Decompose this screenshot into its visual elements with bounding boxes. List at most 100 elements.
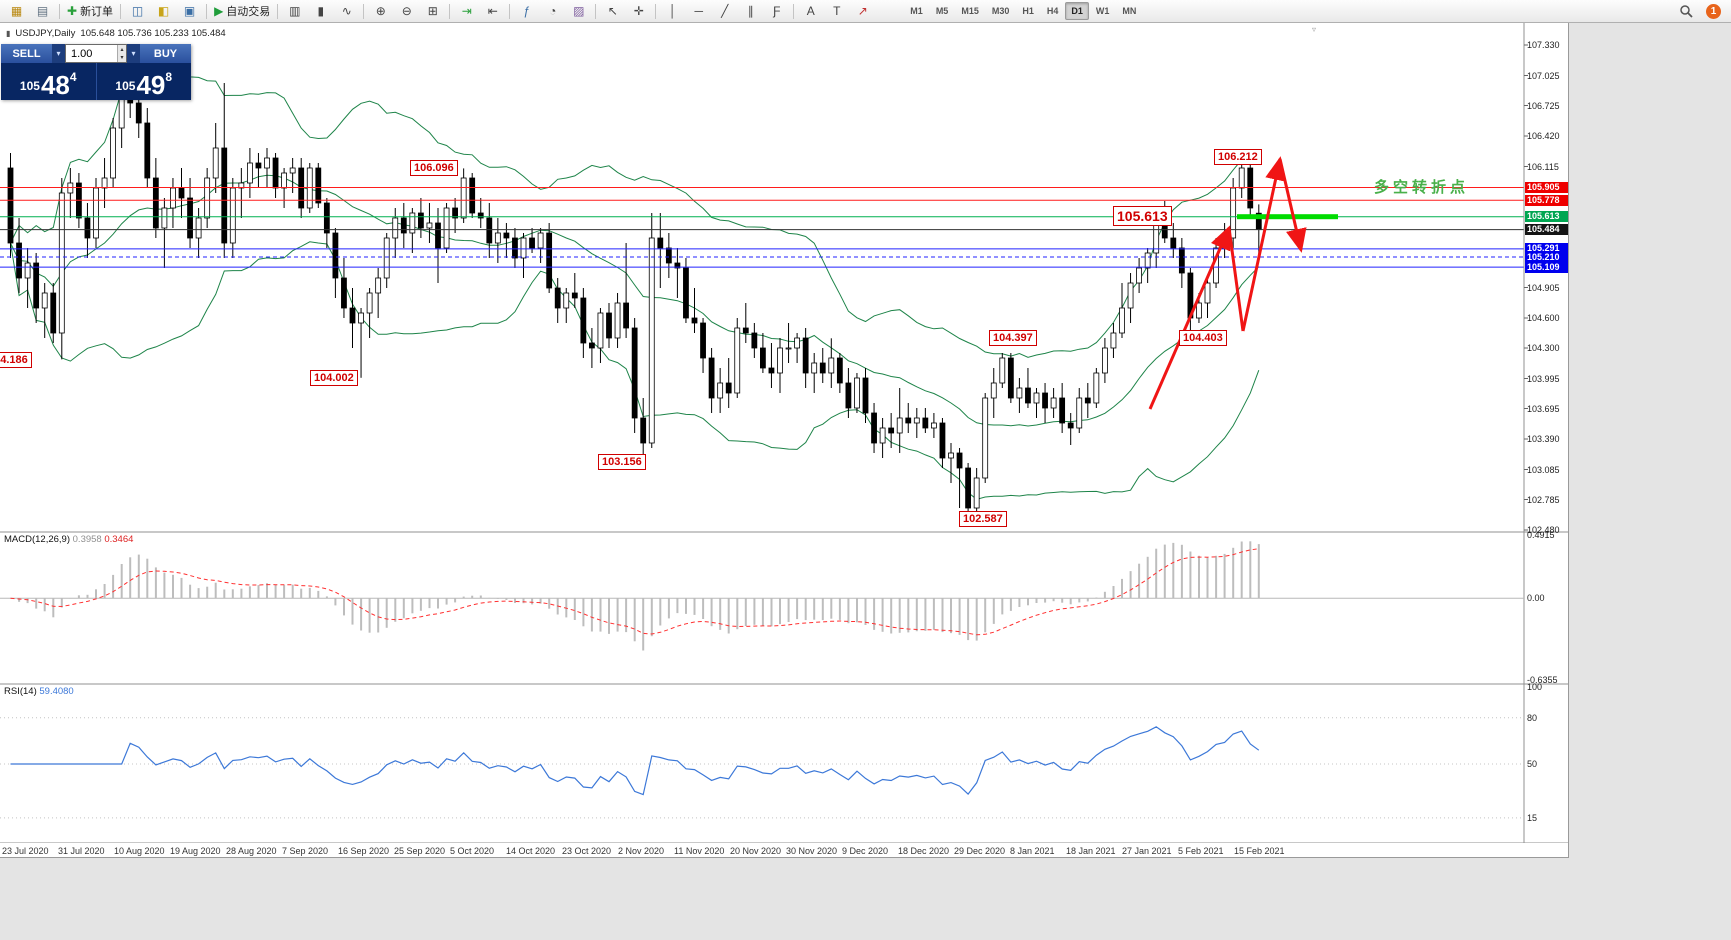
market-watch-button[interactable]: ◫ <box>125 1 150 22</box>
new-chart-button[interactable]: ▦ <box>4 1 29 22</box>
timeframe-H4[interactable]: H4 <box>1046 6 1059 16</box>
cursor-button[interactable]: ↖ <box>600 1 625 22</box>
timeframe-H1[interactable]: H1 <box>1022 6 1034 16</box>
toolbar-separator <box>363 3 365 19</box>
zoom-out-button[interactable]: ⊖ <box>394 1 419 22</box>
chart-shift-icon: ⇤ <box>487 4 498 18</box>
timeframe-D1[interactable]: D1 <box>1065 2 1089 20</box>
lot-size-input[interactable] <box>66 45 117 62</box>
date-tick-label: 30 Nov 2020 <box>786 846 838 856</box>
chart-shift-button[interactable]: ⇤ <box>480 1 505 22</box>
price-annotation[interactable]: 106.212 <box>1214 149 1262 165</box>
timeframe-M5[interactable]: M5 <box>935 6 949 16</box>
price-annotation[interactable]: 104.002 <box>310 370 358 386</box>
text-button[interactable]: A <box>798 1 823 22</box>
sell-quote[interactable]: 105 48 4 <box>1 63 96 100</box>
arrows-button[interactable]: ↗ <box>850 1 875 22</box>
date-tick-label: 2 Nov 2020 <box>618 846 665 856</box>
date-tick-label: 18 Jan 2021 <box>1066 846 1116 856</box>
auto-scroll-button[interactable]: ⇥ <box>454 1 479 22</box>
new-chart-icon: ▦ <box>10 4 23 18</box>
indicators-button[interactable]: ƒ <box>514 1 539 22</box>
line-chart-button[interactable]: ∿ <box>334 1 359 22</box>
bar-chart-button[interactable]: ▥ <box>282 1 307 22</box>
candlestick-chart-button[interactable]: ▮ <box>308 1 333 22</box>
price-badge: 105.291 <box>1525 243 1568 255</box>
search-button[interactable] <box>1673 1 1698 22</box>
horizontal-line-button[interactable]: ─ <box>686 1 711 22</box>
buy-quote[interactable]: 105 49 8 <box>97 63 192 100</box>
price-annotation[interactable]: 104.397 <box>989 330 1037 346</box>
timeframe-MN[interactable]: MN <box>1122 6 1137 16</box>
crosshair-button[interactable]: ✛ <box>626 1 651 22</box>
date-tick-label: 9 Dec 2020 <box>842 846 889 856</box>
caret-down-icon: ▾ <box>131 49 136 58</box>
new-order-button[interactable]: ✚ 新订单 <box>64 1 116 22</box>
price-annotation[interactable]: 104.403 <box>1179 330 1227 346</box>
date-tick-label: 31 Jul 2020 <box>58 846 105 856</box>
text-label-button[interactable]: T <box>824 1 849 22</box>
new-order-label: 新订单 <box>80 6 114 18</box>
equidistant-channel-button[interactable]: ∥ <box>738 1 763 22</box>
date-tick-label: 27 Jan 2021 <box>1122 846 1172 856</box>
date-axis[interactable]: 23 Jul 2020 31 Jul 2020 10 Aug 2020 19 Aug … <box>0 843 1568 857</box>
autotrading-icon: ▶ <box>214 4 224 18</box>
date-tick-label: 23 Oct 2020 <box>562 846 612 856</box>
toolbar-separator <box>655 3 657 19</box>
periods-button[interactable]: ◔ <box>540 1 565 22</box>
fibonacci-button[interactable]: Ƒ <box>764 1 789 22</box>
auto-scroll-icon: ⇥ <box>461 4 472 18</box>
zoom-in-button[interactable]: ⊕ <box>368 1 393 22</box>
price-annotation[interactable]: 102.587 <box>959 511 1007 527</box>
date-tick-label: 5 Feb 2021 <box>1178 846 1224 856</box>
date-tick-label: 29 Dec 2020 <box>954 846 1006 856</box>
terminal-button[interactable]: ▣ <box>177 1 202 22</box>
notification-badge[interactable]: 1 <box>1706 3 1721 19</box>
templates-button[interactable]: ▨ <box>566 1 591 22</box>
chart-ohlc: 105.648 105.736 105.233 105.484 <box>80 28 226 39</box>
price-annotation[interactable]: 106.096 <box>410 160 458 176</box>
date-tick-label: 18 Dec 2020 <box>898 846 950 856</box>
turning-point-note[interactable]: 多空转折点 <box>1374 179 1470 196</box>
timeframe-M30[interactable]: M30 <box>991 6 1010 16</box>
buy-options-caret[interactable]: ▾ <box>127 44 140 63</box>
price-tick-label: 106.725 <box>1527 100 1560 111</box>
date-tick-label: 19 Aug 2020 <box>170 846 221 856</box>
price-axis[interactable]: 107.330 107.025 106.725 106.420 106.115 104.9… <box>1524 23 1568 843</box>
date-tick-label: 28 Aug 2020 <box>226 846 277 856</box>
trend-arrow[interactable] <box>1278 158 1307 253</box>
chart-shift-marker[interactable]: ▿ <box>1312 25 1317 34</box>
price-annotation[interactable]: 103.156 <box>598 454 646 470</box>
timeframe-M15[interactable]: M15 <box>961 6 979 16</box>
sell-button[interactable]: SELL <box>1 44 52 63</box>
lot-increase-button[interactable]: ▴ <box>118 45 126 54</box>
autotrading-button[interactable]: ▶ 自动交易 <box>211 1 273 22</box>
timeframe-W1[interactable]: W1 <box>1095 6 1110 16</box>
horizontal-line-icon: ─ <box>694 4 704 18</box>
toolbar-buttons: ▦ ▤ ✚ 新订单 ◫ ◧ ▣ ▶ 自动交易 ▥ ▮ ∿ ⊕ ⊖ ⊞ ⇥ ⇤ ƒ ◔ ▨ ↖ ✛ │ ─ ╱ ∥ Ƒ A T ↗ <box>4 1 875 22</box>
trend-arrow[interactable] <box>1227 227 1245 332</box>
panel-splitter-macd[interactable] <box>0 530 1568 535</box>
lot-decrease-button[interactable]: ▾ <box>118 53 126 62</box>
timeframe-M1[interactable]: M1 <box>910 6 923 16</box>
tile-windows-button[interactable]: ⊞ <box>420 1 445 22</box>
trend-arrow[interactable] <box>1148 225 1231 410</box>
price-tick-label: 104.600 <box>1527 313 1560 323</box>
navigator-button[interactable]: ◧ <box>151 1 176 22</box>
price-annotation[interactable]: 105.613 <box>1113 206 1172 226</box>
support-zone-segment[interactable] <box>1237 214 1338 220</box>
sell-options-caret[interactable]: ▾ <box>52 44 65 63</box>
price-tick-label: 104.300 <box>1527 343 1560 353</box>
chart-canvas[interactable] <box>0 23 1568 857</box>
chart-profiles-button[interactable]: ▤ <box>30 1 55 22</box>
macd-axis-label: 0.00 <box>1527 593 1545 604</box>
price-annotation[interactable]: 104.186 <box>0 352 32 368</box>
panel-splitter-rsi[interactable] <box>0 682 1568 687</box>
trendline-icon: ╱ <box>721 4 729 18</box>
macd-signal-value: 0.3464 <box>104 534 134 545</box>
trendline-button[interactable]: ╱ <box>712 1 737 22</box>
trend-arrow[interactable] <box>1241 156 1286 332</box>
buy-button[interactable]: BUY <box>140 44 191 63</box>
price-tick-label: 106.115 <box>1527 161 1559 172</box>
vertical-line-button[interactable]: │ <box>660 1 685 22</box>
